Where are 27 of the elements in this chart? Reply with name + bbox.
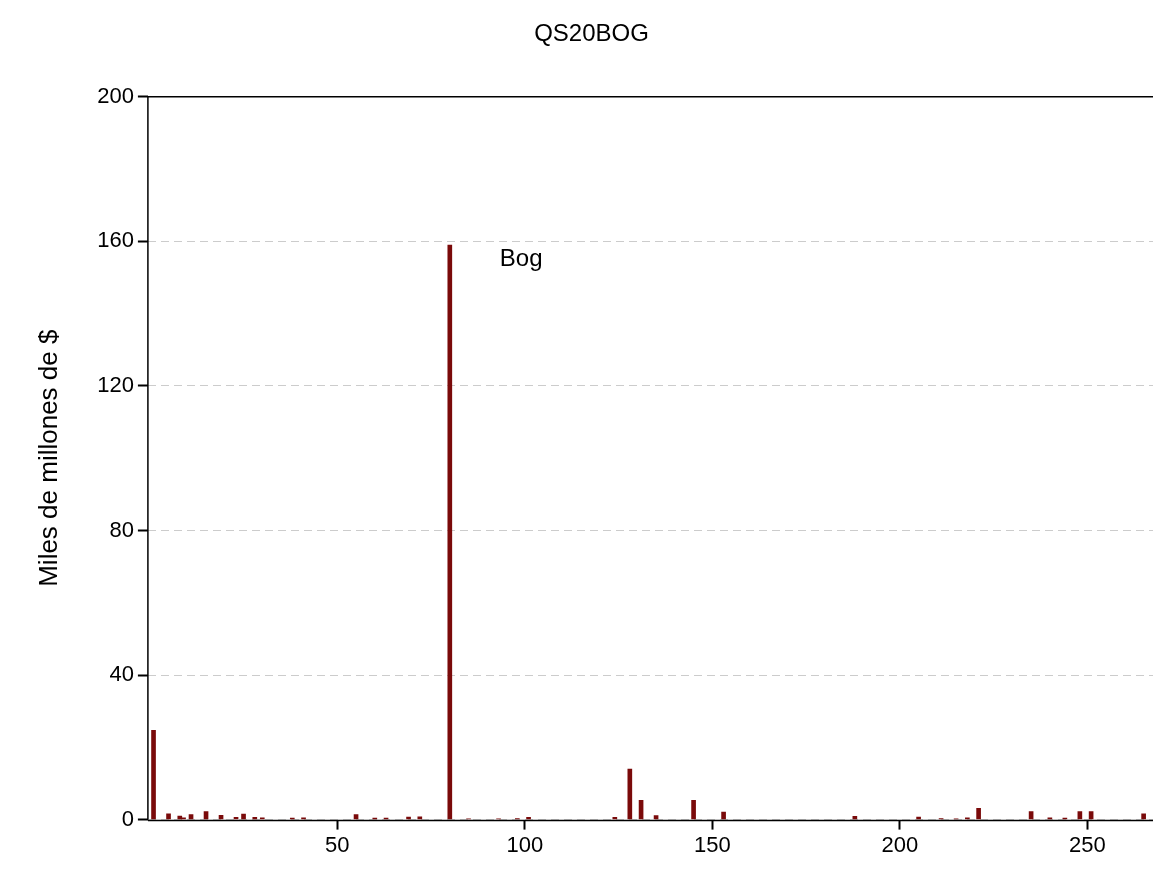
bar xyxy=(252,817,258,820)
bar xyxy=(612,817,618,820)
y-tick-label: 40 xyxy=(109,661,134,687)
x-tick-label: 200 xyxy=(881,831,919,857)
bar xyxy=(151,730,156,820)
y-axis-title: Miles de millones de $ xyxy=(32,329,63,587)
y-tick-label: 160 xyxy=(97,227,134,253)
bar xyxy=(241,813,246,820)
x-tick-label: 100 xyxy=(506,831,544,857)
bar xyxy=(976,808,981,820)
bar xyxy=(526,817,531,820)
bar xyxy=(417,816,423,820)
x-tick-label: 150 xyxy=(693,831,731,857)
bar xyxy=(1141,813,1146,820)
x-tick-label: 250 xyxy=(1069,831,1106,857)
bar xyxy=(691,800,696,820)
y-tick-label: 80 xyxy=(109,516,134,542)
bar xyxy=(166,813,171,820)
y-tick-label: 200 xyxy=(97,82,134,108)
y-tick-label: 120 xyxy=(97,371,134,397)
y-tick-label: 0 xyxy=(121,805,134,831)
bar xyxy=(627,768,633,820)
bar xyxy=(721,811,726,820)
x-tick-label: 50 xyxy=(325,831,350,857)
chart-title: QS20BOG xyxy=(534,19,649,47)
annotation: Bog xyxy=(499,243,543,271)
bar xyxy=(447,244,453,820)
